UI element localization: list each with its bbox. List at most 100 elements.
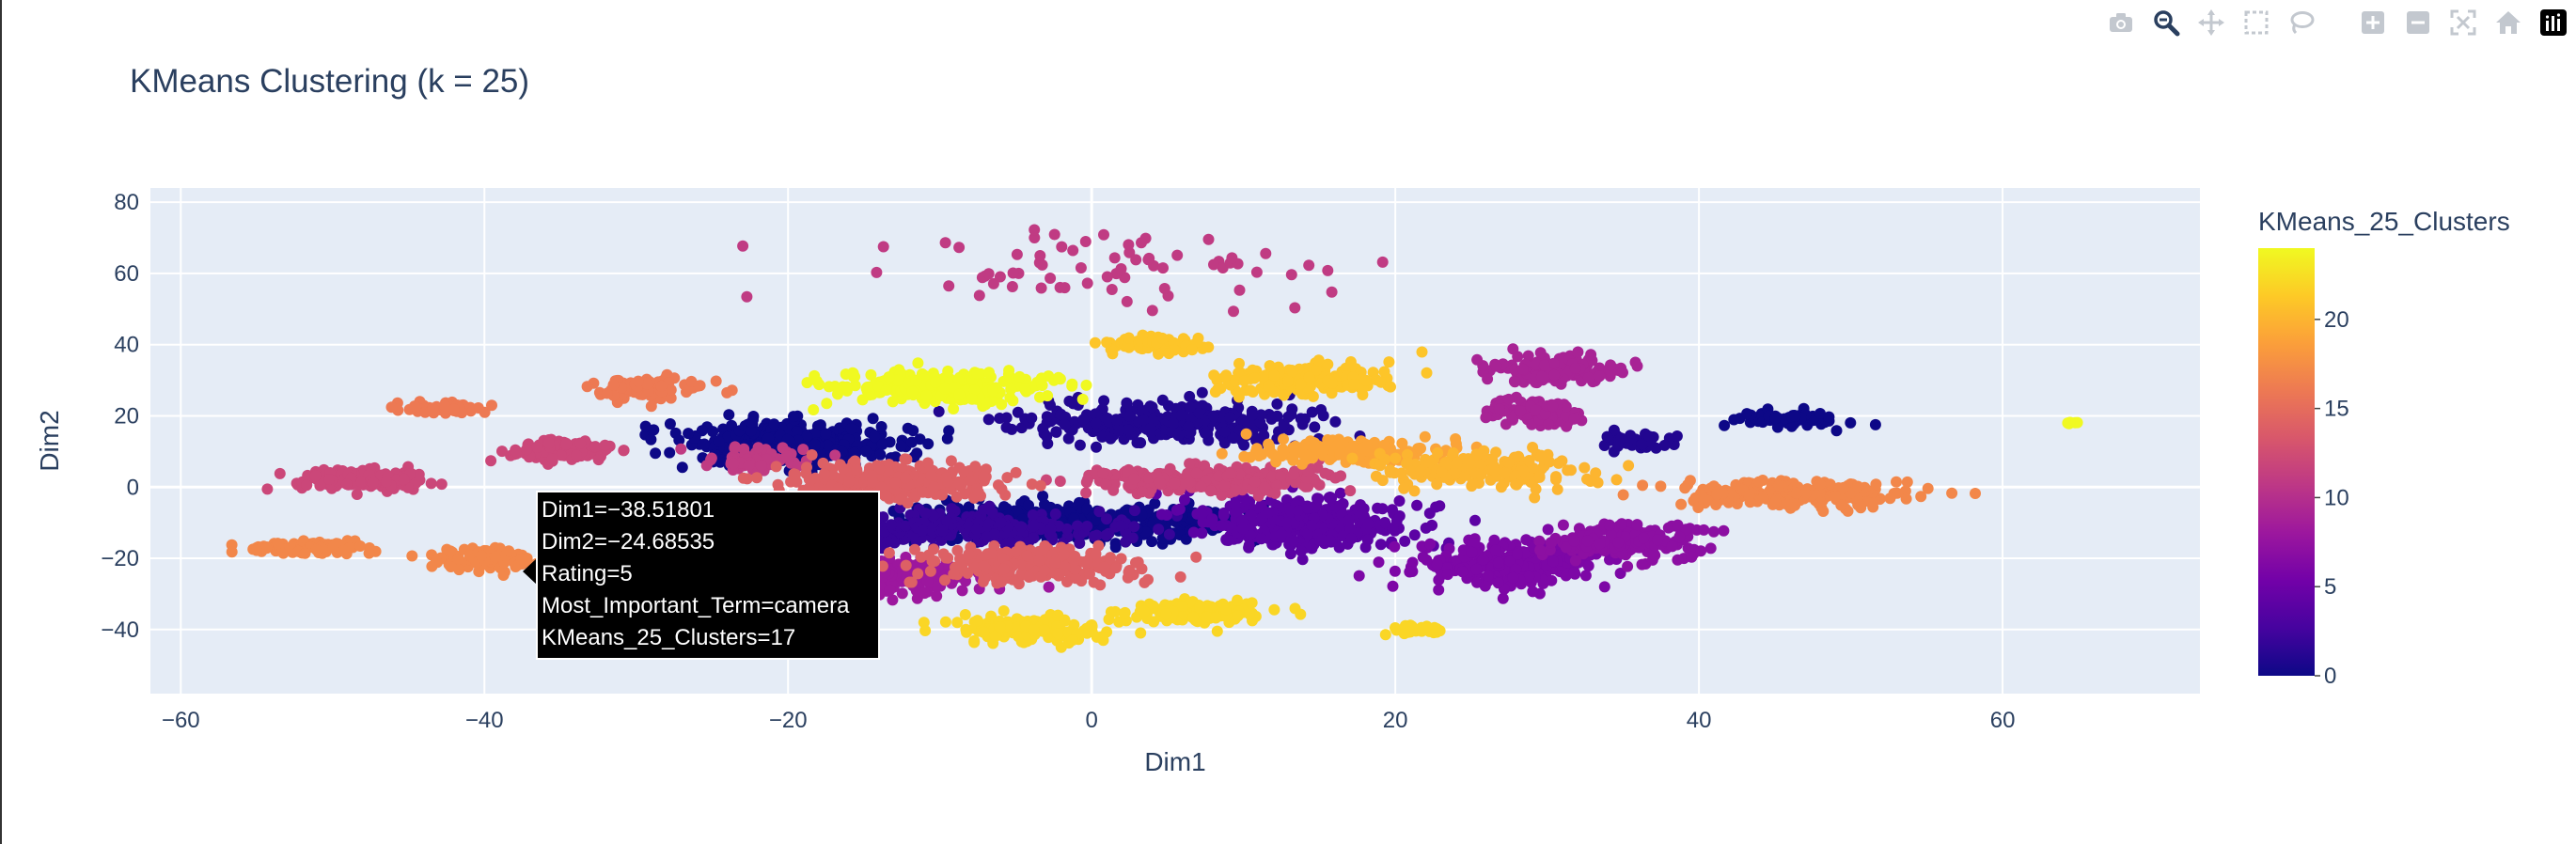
scatter-point[interactable] — [1543, 418, 1554, 430]
scatter-point[interactable] — [1157, 262, 1169, 274]
scatter-point[interactable] — [996, 576, 1008, 587]
scatter-point[interactable] — [922, 438, 935, 450]
scatter-point[interactable] — [1492, 577, 1504, 589]
scatter-point[interactable] — [1547, 357, 1560, 369]
scatter-point[interactable] — [1568, 413, 1580, 425]
scatter-point[interactable] — [1075, 262, 1087, 274]
scatter-point[interactable] — [1033, 555, 1045, 567]
scatter-point[interactable] — [1100, 529, 1112, 541]
scatter-point[interactable] — [272, 538, 284, 550]
scatter-point[interactable] — [1374, 539, 1387, 551]
scatter-point[interactable] — [1131, 437, 1143, 448]
scatter-point[interactable] — [797, 444, 809, 456]
scatter-point[interactable] — [1837, 481, 1849, 493]
scatter-point[interactable] — [406, 550, 418, 562]
scatter-point[interactable] — [1249, 476, 1261, 488]
scatter-point[interactable] — [1115, 553, 1127, 565]
scatter-point[interactable] — [1207, 410, 1219, 422]
scatter-point[interactable] — [1672, 554, 1684, 566]
scatter-point[interactable] — [340, 478, 353, 491]
scatter-point[interactable] — [1048, 228, 1060, 241]
scatter-point[interactable] — [1357, 442, 1369, 454]
scatter-point[interactable] — [1356, 508, 1368, 520]
scatter-point[interactable] — [1504, 555, 1516, 567]
scatter-point[interactable] — [978, 560, 990, 572]
scatter-point[interactable] — [1469, 538, 1481, 550]
scatter-point[interactable] — [1183, 421, 1195, 433]
scatter-point[interactable] — [1301, 502, 1313, 514]
scatter-point[interactable] — [817, 457, 829, 469]
scatter-point[interactable] — [1190, 551, 1202, 563]
scatter-point[interactable] — [618, 445, 630, 457]
scatter-point[interactable] — [729, 442, 741, 454]
scatter-point[interactable] — [1173, 503, 1186, 515]
scatter-point[interactable] — [1585, 349, 1597, 361]
scatter-point[interactable] — [1296, 545, 1307, 557]
scatter-point[interactable] — [574, 437, 587, 449]
scatter-point[interactable] — [1285, 409, 1297, 420]
scatter-point[interactable] — [1246, 409, 1258, 421]
scatter-point[interactable] — [301, 479, 313, 492]
scatter-point[interactable] — [1622, 560, 1634, 572]
scatter-point[interactable] — [1102, 413, 1113, 425]
scatter-point[interactable] — [363, 547, 375, 559]
scatter-point[interactable] — [1362, 518, 1374, 530]
scatter-point[interactable] — [664, 446, 676, 459]
data-points[interactable] — [226, 224, 2083, 653]
scatter-point[interactable] — [521, 444, 533, 456]
scatter-point[interactable] — [1527, 586, 1539, 598]
scatter-point[interactable] — [1123, 424, 1134, 436]
scatter-point[interactable] — [1512, 351, 1524, 363]
scatter-point[interactable] — [1123, 410, 1136, 422]
scatter-point[interactable] — [1308, 440, 1320, 452]
scatter-point[interactable] — [994, 413, 1006, 424]
scatter-point[interactable] — [1136, 486, 1148, 498]
scatter-point[interactable] — [849, 455, 861, 467]
scatter-point[interactable] — [907, 425, 919, 437]
scatter-point[interactable] — [1658, 439, 1671, 451]
scatter-point[interactable] — [1128, 473, 1140, 485]
scatter-point[interactable] — [448, 403, 460, 415]
scatter-point[interactable] — [1218, 426, 1231, 438]
scatter-point[interactable] — [1255, 533, 1267, 545]
scatter-point[interactable] — [1441, 569, 1453, 581]
scatter-point[interactable] — [737, 472, 749, 484]
scatter-point[interactable] — [985, 547, 997, 559]
scatter-point[interactable] — [919, 508, 932, 520]
scatter-point[interactable] — [1136, 563, 1148, 575]
scatter-point[interactable] — [1074, 439, 1086, 451]
scatter-point[interactable] — [1507, 571, 1519, 584]
scatter-point[interactable] — [978, 504, 990, 516]
scatter-point[interactable] — [1867, 501, 1879, 513]
scatter-point[interactable] — [1263, 507, 1274, 519]
scatter-point[interactable] — [1226, 252, 1238, 264]
scatter-point[interactable] — [1156, 394, 1169, 406]
scatter-point[interactable] — [1217, 509, 1230, 522]
scatter-point[interactable] — [1333, 541, 1345, 554]
scatter-point[interactable] — [601, 387, 613, 399]
scatter-point[interactable] — [936, 524, 949, 537]
scatter-point[interactable] — [1288, 535, 1299, 547]
scatter-point[interactable] — [964, 474, 976, 486]
scatter-point[interactable] — [431, 555, 442, 567]
scatter-point[interactable] — [900, 520, 911, 532]
scatter-point[interactable] — [1154, 477, 1166, 489]
scatter-point[interactable] — [1015, 521, 1027, 533]
scatter-point[interactable] — [1594, 370, 1606, 383]
scatter-point[interactable] — [1477, 554, 1489, 566]
scatter-point[interactable] — [1080, 477, 1092, 489]
scatter-point[interactable] — [1179, 493, 1190, 506]
scatter-point[interactable] — [978, 470, 990, 482]
scatter-point[interactable] — [1389, 565, 1401, 577]
scatter-point[interactable] — [1006, 423, 1018, 435]
scatter-point[interactable] — [1799, 487, 1812, 499]
scatter-point[interactable] — [1216, 489, 1228, 501]
scatter-point[interactable] — [1034, 479, 1046, 492]
scatter-point[interactable] — [1743, 489, 1755, 501]
scatter-point[interactable] — [1637, 479, 1649, 492]
scatter-point[interactable] — [1324, 454, 1336, 465]
scatter-point[interactable] — [989, 528, 1000, 540]
scatter-point[interactable] — [1433, 584, 1445, 596]
scatter-point[interactable] — [860, 445, 872, 458]
scatter-point[interactable] — [1852, 480, 1864, 492]
